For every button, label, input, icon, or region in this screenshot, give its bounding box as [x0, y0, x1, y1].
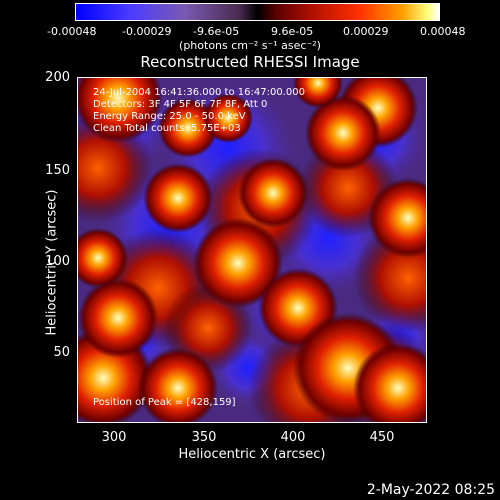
hot-region [238, 158, 308, 228]
info-time-range: 24-Jul-2004 16:41:36.000 to 16:47:00.000 [93, 87, 305, 98]
hot-region [78, 278, 158, 358]
x-axis-label: Heliocentric X (arcsec) [178, 447, 326, 462]
hot-region [368, 178, 426, 258]
x-tick-label: 450 [369, 430, 395, 445]
hot-region [158, 98, 218, 158]
colorbar-tick: -0.00029 [122, 25, 172, 38]
hot-region [193, 218, 283, 308]
y-axis-label: Heliocentric Y (arcsec) [44, 189, 60, 336]
hot-region [353, 343, 426, 422]
hot-region [203, 93, 253, 143]
image-plot[interactable] [77, 77, 427, 423]
hot-region [143, 163, 213, 233]
colorbar-tick: -0.00048 [47, 25, 97, 38]
y-tick-label: 200 [45, 70, 70, 85]
hot-region [78, 228, 128, 288]
colorbar [75, 3, 440, 21]
colorbar-units: (photons cm⁻² s⁻¹ asec⁻²) [179, 39, 321, 52]
hot-region [78, 78, 163, 143]
info-energy: Energy Range: 25.0 - 50.0 keV [93, 111, 246, 122]
hot-region [293, 78, 343, 108]
x-tick-label: 300 [101, 430, 127, 445]
y-tick-label: 50 [53, 345, 70, 360]
colorbar-tick: 0.00048 [420, 25, 466, 38]
plot-title: Reconstructed RHESSI Image [140, 53, 360, 71]
y-tick-label: 150 [45, 163, 70, 178]
colorbar-tick: -9.6e-05 [193, 25, 240, 38]
x-tick-label: 400 [280, 430, 306, 445]
info-detectors: Detectors: 3F 4F 5F 6F 7F 8F, Att 0 [93, 99, 268, 110]
info-peak-position: Position of Peak = [428,159] [93, 397, 236, 408]
y-tick-label: 100 [45, 254, 70, 269]
hot-region [138, 348, 218, 422]
info-clean: Clean Total counts: 5.75E+03 [93, 123, 241, 134]
x-tick-label: 350 [191, 430, 217, 445]
colorbar-tick: 0.00029 [343, 25, 389, 38]
reconstructed-image [78, 78, 426, 422]
timestamp: 2-May-2022 08:25 [366, 482, 495, 498]
colorbar-tick: 9.6e-05 [271, 25, 314, 38]
hot-region [305, 95, 381, 171]
warm-region [78, 113, 153, 223]
